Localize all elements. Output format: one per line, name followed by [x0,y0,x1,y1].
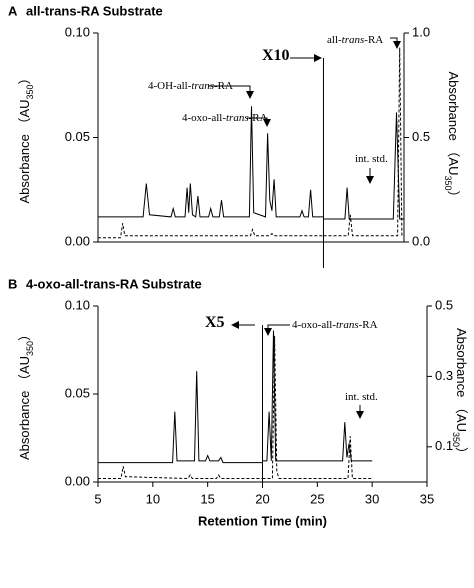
text-part: 4-oxo-all- [182,112,226,124]
annotation-arrow [264,324,290,336]
x-tick-label: 25 [310,491,324,506]
y2-tick-label: 0.5 [435,297,453,312]
annotation: 4-OH-all-trans-RA [148,80,233,92]
trace [262,335,373,479]
text-part: 4-OH-all- [148,80,192,92]
annotation: 4-oxo-all-trans-RA [182,112,268,124]
y2-tick-label: 0.5 [412,129,430,144]
text-part: Absorbance （AU [17,99,32,203]
text-part: Absorbance （AU [446,71,461,175]
x-tick-label: 15 [200,491,214,506]
text-part: -RA [364,34,383,46]
y2-tick-label: 0.3 [435,368,453,383]
y2-axis-label: Absorbance （AU350） [443,71,461,203]
text-part: ） [17,328,32,341]
trace [98,223,324,239]
annotation: all-trans-RA [327,34,383,46]
text-part: ） [454,447,469,460]
text-part: 4-oxo-all- [292,319,336,331]
chart-title: all-trans-RA Substrate [26,3,163,18]
trace [323,112,404,220]
x-tick-label: 20 [255,491,269,506]
x-tick-label: 35 [420,491,434,506]
text-part: 350 [443,176,453,191]
y-tick-label: 0.10 [65,24,90,39]
annotation: X5 [205,314,225,331]
y2-axis-label: Absorbance （AU350） [451,328,469,460]
y2-tick-label: 1.0 [412,24,430,39]
y-tick-label: 0.05 [65,385,90,400]
x-tick-label: 10 [146,491,160,506]
text-part: X10 [262,47,290,64]
text-part: int. std. [355,153,388,165]
y-tick-label: 0.00 [65,233,90,248]
y-axis-label: Absorbance （AU350） [17,71,35,203]
annotation: 4-oxo-all-trans-RA [292,319,378,331]
text-part: ） [446,191,461,204]
text-part: X5 [205,314,225,331]
text-part: Absorbance （AU [454,328,469,432]
annotation: int. std. [345,391,378,403]
annotation: X10 [262,47,290,64]
text-part: Absorbance （AU [17,356,32,460]
annotation: int. std. [355,153,388,165]
text-part: trans [336,319,359,331]
y2-tick-label: 0.1 [435,438,453,453]
text-part: trans [226,112,249,124]
panel-label: B [8,276,17,291]
trace [98,106,324,218]
y2-tick-label: 0.0 [412,233,430,248]
text-part: -RA [359,319,378,331]
x-tick-label: 30 [365,491,379,506]
chart-title: 4-oxo-all-trans-RA Substrate [26,276,202,291]
annotation-arrow [208,85,254,99]
y-tick-label: 0.10 [65,297,90,312]
text-part: trans [342,34,365,46]
text-part: 350 [25,84,35,99]
trace [98,466,263,480]
y-axis-label: Absorbance （AU350） [17,328,35,460]
annotation-arrow [390,37,401,49]
y-tick-label: 0.05 [65,129,90,144]
trace [98,371,263,464]
text-part: 350 [25,341,35,356]
x-tick-label: 5 [94,491,101,506]
annotation-arrow [247,117,271,127]
panel-label: A [8,3,18,18]
trace [323,47,404,237]
text-part: all- [327,34,342,46]
y-tick-label: 0.00 [65,473,90,488]
text-part: 350 [451,432,461,447]
text-part: int. std. [345,391,378,403]
x-axis-label: Retention Time (min) [198,513,327,528]
text-part: ） [17,71,32,84]
text-part: trans [191,80,214,92]
